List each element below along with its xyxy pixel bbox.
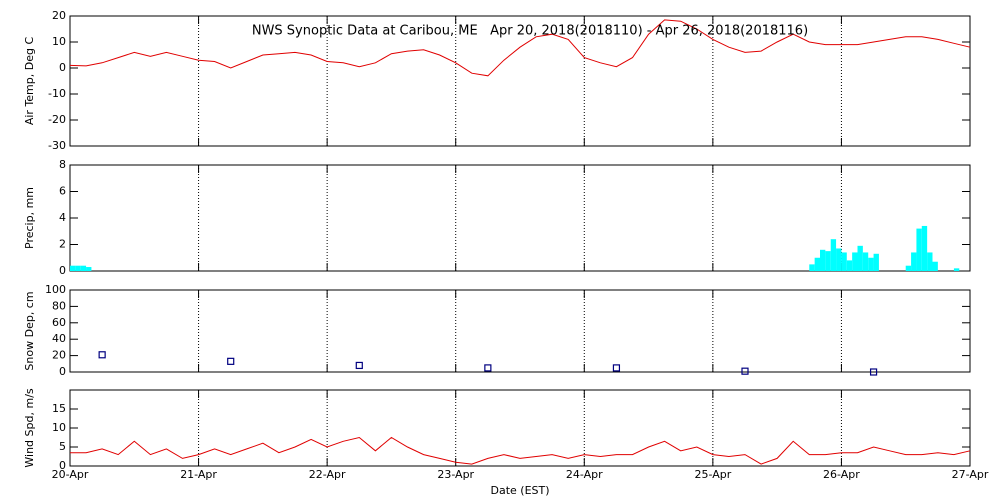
- y-tick-label: 5: [59, 440, 66, 453]
- y-tick-label: -10: [48, 87, 66, 100]
- x-tick-label: 27-Apr: [952, 468, 989, 481]
- panel: Wind Spd, m/s 0 5 10 15 20-Apr 21-Apr 22-Apr 23-…: [23, 388, 989, 497]
- bar: [814, 257, 820, 271]
- bar: [873, 253, 879, 271]
- x-tick-label: 23-Apr: [437, 468, 474, 481]
- plot-frame: [69, 289, 971, 373]
- x-tick-label: 26-Apr: [823, 468, 860, 481]
- bar: [809, 264, 815, 271]
- bar: [953, 268, 960, 271]
- x-tick-label: 22-Apr: [309, 468, 346, 481]
- bar: [905, 265, 912, 271]
- y-tick-label: 80: [52, 299, 66, 312]
- bar: [830, 239, 837, 271]
- y-tick-label: -20: [48, 113, 66, 126]
- data-line: [70, 436, 971, 465]
- marker: [741, 367, 749, 375]
- bar: [846, 260, 853, 271]
- y-tick-label: 4: [59, 211, 66, 224]
- bar: [932, 261, 938, 271]
- y-tick-label: 10: [52, 421, 66, 434]
- bar: [820, 249, 826, 271]
- y-tick-label: 2: [59, 238, 66, 251]
- y-tick-label: 20: [52, 349, 66, 362]
- data-line: [69, 19, 971, 77]
- bar: [921, 225, 928, 271]
- panel: Air Temp, Deg C -30 -20 -10 0 10 20: [23, 9, 971, 152]
- marker: [355, 361, 363, 370]
- y-axis-label: Precip, mm: [23, 187, 36, 249]
- y-axis-label: Wind Spd, m/s: [23, 388, 36, 468]
- y-tick-label: 40: [52, 332, 66, 345]
- x-tick-label: 21-Apr: [180, 468, 217, 481]
- bar: [80, 265, 87, 271]
- bar: [862, 252, 869, 271]
- panel: Snow Dep, cm 0 20 40 60 80 100: [23, 283, 971, 378]
- y-tick-label: 0: [59, 61, 66, 74]
- plot-frame: [69, 389, 971, 467]
- y-tick-label: 10: [52, 35, 66, 48]
- y-tick-label: 0: [59, 459, 66, 472]
- bar: [75, 265, 81, 271]
- y-axis-label: Air Temp, Deg C: [23, 37, 36, 126]
- bar: [70, 265, 76, 271]
- bar: [825, 251, 831, 271]
- x-tick-label: 25-Apr: [694, 468, 731, 481]
- panel: Precip, mm 0 2 4 6 8: [23, 158, 971, 277]
- marker: [98, 351, 106, 359]
- marker: [484, 364, 492, 372]
- x-axis-label: Date (EST): [490, 484, 549, 497]
- y-tick-label: 8: [59, 158, 66, 171]
- y-tick-label: 60: [52, 316, 66, 329]
- bar: [836, 248, 842, 271]
- bar: [841, 252, 847, 271]
- x-tick-label: 20-Apr: [52, 468, 89, 481]
- bar: [911, 252, 917, 271]
- y-axis-label: Snow Dep, cm: [23, 291, 36, 370]
- bar: [86, 267, 92, 271]
- marker: [227, 357, 235, 365]
- bar: [916, 228, 922, 271]
- y-tick-label: 20: [52, 9, 66, 22]
- x-tick-label: 24-Apr: [566, 468, 603, 481]
- y-tick-label: 6: [59, 185, 66, 198]
- y-tick-label: 0: [59, 264, 66, 277]
- bar: [927, 252, 933, 271]
- y-tick-label: 0: [59, 365, 66, 378]
- marker: [612, 364, 621, 372]
- plot-frame: [69, 15, 971, 147]
- bar: [868, 257, 874, 271]
- marker: [869, 368, 878, 376]
- bar: [852, 252, 858, 271]
- bar: [857, 245, 863, 271]
- chart-title: NWS Synoptic Data at Caribou, ME Apr 20,…: [252, 24, 808, 39]
- y-tick-label: 100: [45, 283, 66, 296]
- y-tick-label: 15: [52, 402, 66, 415]
- y-tick-label: -30: [48, 139, 66, 152]
